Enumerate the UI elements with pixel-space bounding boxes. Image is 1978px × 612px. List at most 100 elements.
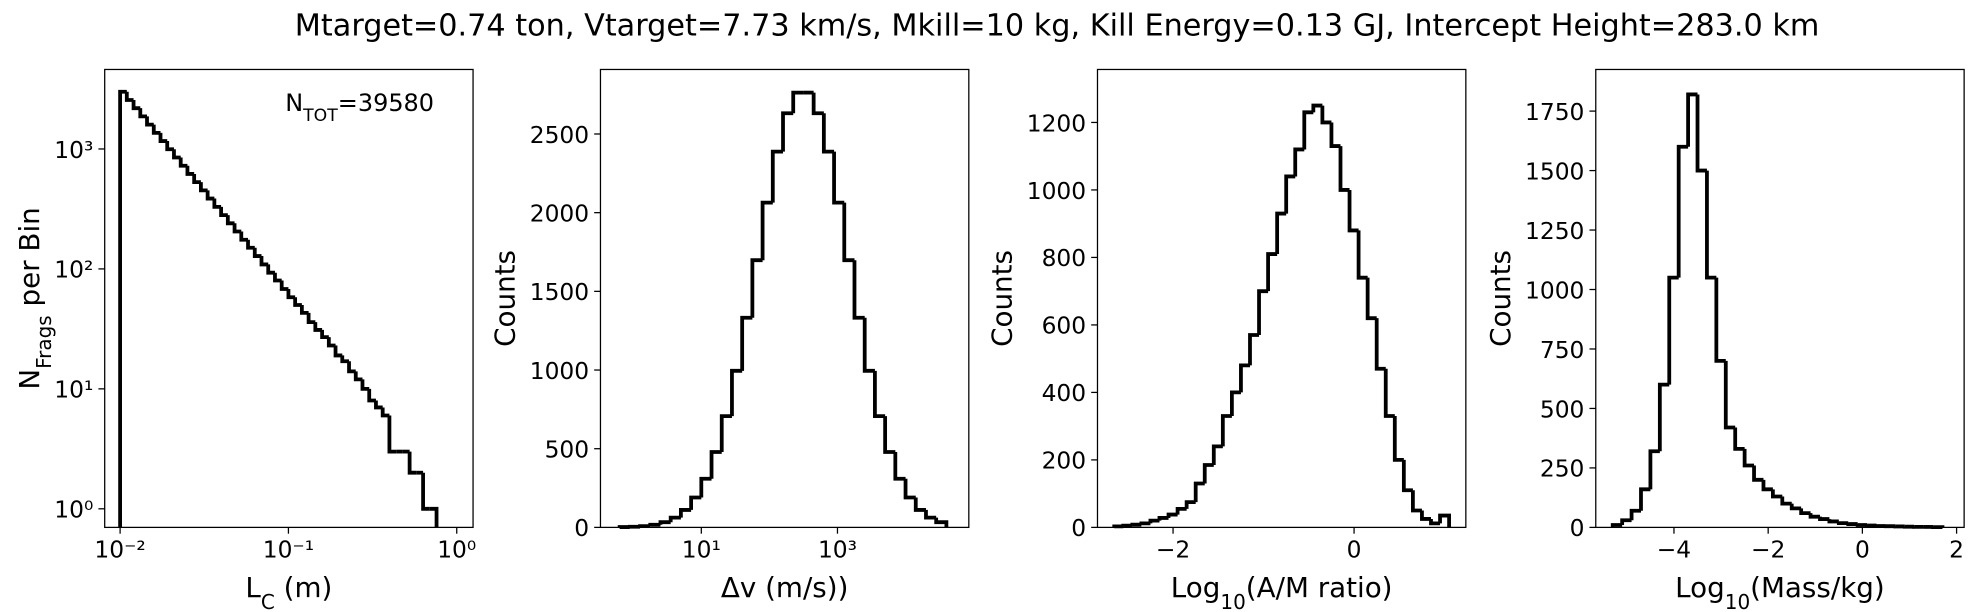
histogram-step bbox=[1789, 503, 1802, 511]
y-tick-label: 1500 bbox=[1525, 157, 1584, 185]
y-tick-label: 0 bbox=[1570, 514, 1585, 542]
histogram-step bbox=[1770, 489, 1783, 499]
y-tick-label: 1750 bbox=[1525, 98, 1584, 126]
histogram-step bbox=[299, 305, 309, 315]
histogram-step bbox=[1818, 516, 1830, 521]
y-tick-label: 2500 bbox=[530, 121, 589, 149]
histogram-step bbox=[421, 472, 430, 511]
histogram-step bbox=[1429, 518, 1441, 526]
x-tick-label: 10³ bbox=[818, 536, 857, 564]
histogram-step bbox=[699, 476, 712, 498]
histogram-step bbox=[1184, 500, 1196, 509]
histogram-step bbox=[374, 400, 383, 410]
histogram-step bbox=[353, 371, 363, 382]
histogram-step bbox=[1752, 465, 1764, 482]
histogram-step bbox=[1799, 508, 1811, 516]
histogram-step bbox=[205, 190, 215, 201]
histogram-step bbox=[1733, 427, 1745, 451]
histogram-step bbox=[1374, 318, 1386, 371]
histogram-step bbox=[770, 149, 784, 203]
y-tick-label: 500 bbox=[545, 436, 590, 464]
histogram-step bbox=[151, 124, 161, 135]
y-tick-label: 200 bbox=[1042, 447, 1087, 475]
y-tick-label: 10² bbox=[54, 256, 93, 284]
x-axis-label: Δv (m/s)) bbox=[721, 571, 849, 604]
y-tick-label: 800 bbox=[1042, 244, 1087, 272]
histogram-step bbox=[821, 113, 835, 154]
histogram-step bbox=[1686, 92, 1698, 147]
y-tick-label: 1000 bbox=[1525, 276, 1584, 304]
histogram-step bbox=[934, 517, 949, 528]
histogram-step bbox=[118, 89, 127, 528]
histogram-step bbox=[1311, 103, 1323, 113]
histogram-step bbox=[1365, 277, 1377, 321]
label-part: Counts bbox=[986, 250, 1019, 347]
histogram-step bbox=[1257, 289, 1269, 336]
y-tick-label: 600 bbox=[1042, 312, 1087, 340]
y-tick-label: 10³ bbox=[54, 136, 93, 164]
label-part: (A/M ratio) bbox=[1246, 571, 1393, 604]
histogram-step bbox=[320, 329, 329, 340]
x-axis-label: LC (m) bbox=[245, 571, 332, 612]
x-axis-label: Log10(A/M ratio) bbox=[1171, 571, 1393, 612]
histogram-step bbox=[1275, 211, 1287, 255]
histogram-step bbox=[333, 345, 343, 358]
histogram-step bbox=[1193, 481, 1205, 503]
x-tick-label: 10⁻² bbox=[94, 536, 145, 564]
histogram-step bbox=[219, 206, 228, 217]
histogram-step bbox=[239, 231, 249, 242]
histogram-step bbox=[1383, 368, 1395, 418]
histogram-step bbox=[668, 515, 681, 523]
histogram-step bbox=[862, 317, 875, 373]
axes-frame bbox=[1595, 68, 1965, 529]
histogram-step bbox=[791, 90, 804, 114]
x-tick-label: 0 bbox=[1347, 536, 1362, 564]
histogram-step bbox=[1320, 105, 1332, 125]
y-tick-label: 750 bbox=[1540, 336, 1585, 364]
label-part: Frags bbox=[32, 315, 56, 369]
label-part: N bbox=[285, 89, 303, 117]
histogram-step bbox=[1148, 518, 1160, 524]
histogram-step bbox=[1356, 230, 1368, 280]
label-part: Log bbox=[1171, 571, 1221, 604]
histogram-step bbox=[730, 368, 743, 417]
histogram-step bbox=[1610, 523, 1623, 528]
histogram-step bbox=[279, 280, 289, 291]
x-tick-label: 10⁻¹ bbox=[263, 536, 314, 564]
histogram-step bbox=[1827, 519, 1839, 524]
histogram-step bbox=[407, 451, 417, 475]
y-tick-label: 0 bbox=[574, 514, 589, 542]
y-tick-label: 10⁰ bbox=[54, 496, 93, 524]
axes-frame bbox=[1096, 68, 1467, 529]
x-tick-label: 2 bbox=[1949, 536, 1964, 564]
y-tick-label: 2000 bbox=[530, 200, 589, 228]
x-tick-label: 10¹ bbox=[682, 536, 721, 564]
histogram-step bbox=[1411, 490, 1422, 513]
histogram-step bbox=[387, 415, 397, 454]
histogram-step bbox=[709, 450, 722, 479]
histogram-step bbox=[273, 272, 282, 283]
histogram-step bbox=[842, 202, 855, 263]
histogram-step bbox=[1157, 516, 1169, 521]
label-part: Δv (m/s)) bbox=[721, 571, 849, 604]
histogram-step bbox=[1855, 523, 1868, 527]
histogram-step bbox=[225, 215, 235, 226]
histogram-step bbox=[638, 524, 651, 529]
histogram-step bbox=[266, 264, 275, 275]
label-part: 10 bbox=[1725, 590, 1750, 612]
histogram-step bbox=[760, 200, 773, 261]
label-part: per Bin bbox=[13, 207, 46, 315]
label-part: L bbox=[245, 571, 261, 604]
histogram-step bbox=[367, 388, 376, 403]
histogram-step bbox=[165, 141, 174, 152]
y-axis-label: Counts bbox=[1484, 250, 1517, 347]
histogram-step bbox=[893, 452, 906, 481]
histogram-step bbox=[719, 414, 732, 453]
histogram-step bbox=[212, 198, 222, 209]
histogram-step bbox=[1347, 189, 1359, 233]
y-tick-label: 0 bbox=[1071, 514, 1086, 542]
label-part: (m) bbox=[275, 571, 333, 604]
histogram-step bbox=[1284, 174, 1296, 214]
histogram-step bbox=[924, 509, 937, 520]
label-part: C bbox=[261, 590, 275, 612]
